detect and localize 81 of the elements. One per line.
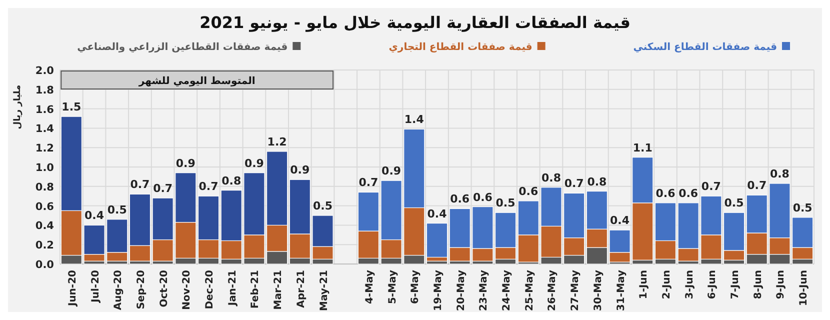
y-tick-label: 1.0 [35,162,54,174]
total-label: 0.7 [564,177,584,190]
x-tick-label: 7-Jun [730,270,742,300]
total-label: 0.5 [496,196,516,210]
x-tick-label: Mar-21 [273,270,284,310]
annotation: المتوسط اليومي للشهر [138,76,256,87]
total-label: 0.4 [84,209,104,222]
total-label: 1.5 [62,100,82,114]
x-tick-label: 26-May [547,270,558,311]
legend-label: قيمة صفقات القطاعين الزراعي والصناعي [77,42,288,53]
total-label: 0.6 [678,186,698,200]
total-label: 0.7 [701,180,721,194]
x-tick-label: Jul-20 [90,270,102,304]
total-label: 0.7 [198,180,218,194]
total-label: 0.6 [656,186,676,200]
x-tick-label: Apr-21 [296,270,307,308]
y-tick-label: 1.8 [35,84,54,96]
total-label: 0.6 [450,192,470,206]
total-label: 0.7 [130,178,150,192]
total-label: 0.9 [176,156,196,170]
x-tick-label: 9-Jun [776,270,787,300]
x-tick-label: Aug-20 [113,270,124,310]
total-label: 0.7 [358,176,378,190]
x-tick-label: 1-Jun [638,270,650,300]
total-label: 0.9 [290,164,310,177]
y-tick-label: 1.2 [35,142,54,155]
x-tick-label: 19-May [433,270,444,311]
chart-title: قيمة الصفقات العقارية اليومية خلال مايو - يونيو 2021 [200,13,630,32]
x-tick-label: 27-May [570,270,582,311]
total-label: 0.7 [747,179,767,192]
x-tick-label: Oct-20 [158,270,170,308]
y-tick-label: 1.6 [35,104,54,116]
x-tick-label: Nov-20 [182,270,193,310]
total-label: 0.9 [244,156,264,170]
x-tick-label: 3-Jun [684,270,696,300]
total-label: 0.5 [107,203,127,216]
x-tick-label: 30-May [592,270,604,311]
total-label: 0.4 [427,207,448,220]
x-tick-label: May-21 [318,270,330,311]
y-tick-label: 0.6 [35,200,54,213]
x-tick-label: 20-May [456,270,467,311]
x-tick-label: Jan-21 [227,270,238,307]
total-label: 1.1 [632,141,652,154]
x-tick-label: Dec-20 [204,270,216,310]
y-tick-label: 2.0 [35,65,54,77]
total-label: 1.4 [404,113,424,126]
x-tick-label: 8-Jun [752,270,764,300]
total-label: 0.8 [770,167,790,180]
total-label: 0.7 [153,182,173,196]
x-tick-label: 10-Jun [798,270,810,306]
y-tick-label: 0.0 [35,259,54,271]
y-axis-title: مليار ريال [13,84,23,130]
total-label: 0.5 [724,196,744,210]
y-tick-label: 0.8 [35,181,54,194]
y-tick-label: 1.4 [35,123,54,136]
x-tick-label: 2-Jun [661,270,672,300]
total-label: 0.6 [518,184,538,198]
legend-label: قيمة صفقات القطاع السكني [633,42,777,53]
y-tick-label: 0.4 [35,220,54,232]
x-tick-label: 25-May [524,270,536,311]
x-tick-label: 6-May [410,270,422,304]
total-label: 0.8 [541,171,561,184]
total-label: 1.2 [267,135,287,148]
total-label: 0.9 [382,164,402,178]
total-label: 0.8 [222,174,242,188]
total-label: 0.6 [472,190,493,204]
x-tick-label: Jun-20 [67,270,78,308]
x-tick-label: 4-May [364,270,376,304]
x-tick-label: 23-May [478,270,490,311]
total-label: 0.8 [587,175,607,188]
total-label: 0.5 [792,201,812,214]
x-tick-label: 31-May [616,270,627,311]
x-tick-label: 5-May [387,270,398,304]
total-label: 0.4 [610,214,630,228]
x-tick-label: 6-Jun [707,270,718,300]
x-tick-label: Feb-21 [250,270,262,308]
legend-label: قيمة صفقات القطاع التجاري [388,42,532,53]
x-tick-label: Sep-20 [136,270,147,310]
y-tick-label: 0.2 [35,240,54,252]
total-label: 0.5 [313,200,333,212]
x-tick-label: 24-May [502,270,513,311]
